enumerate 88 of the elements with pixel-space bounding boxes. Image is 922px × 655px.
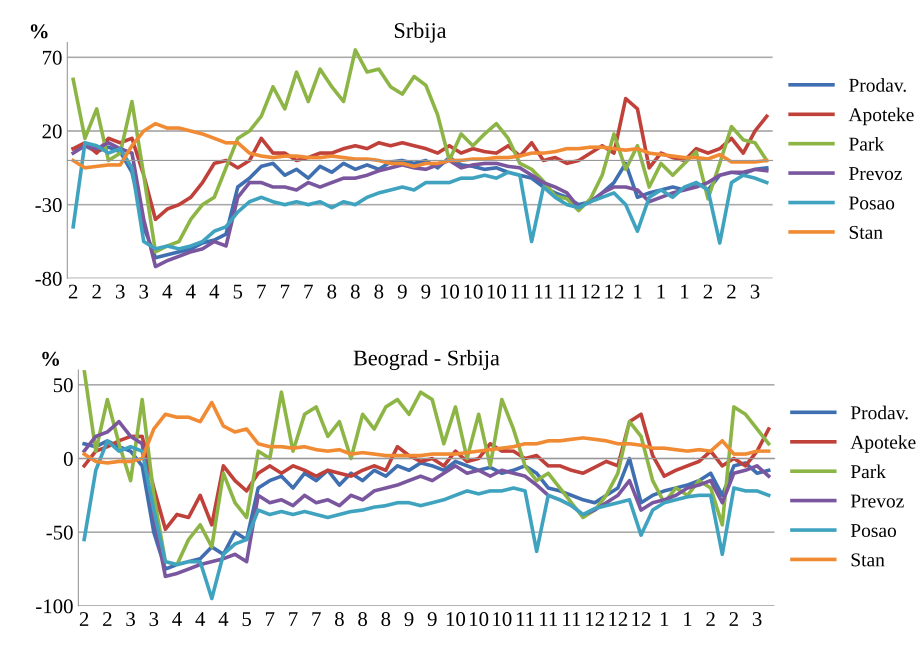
y-tick-label: -50 (46, 526, 73, 540)
x-tick-label: 11 (512, 284, 529, 298)
legend-label: Stan (850, 226, 883, 239)
x-tick-label: 2 (730, 612, 738, 626)
legend-label: Prodav. (850, 406, 908, 420)
legend-label: Apoteke (848, 108, 914, 126)
x-tick-label: 8 (334, 612, 344, 626)
x-tick-label: 4 (162, 284, 172, 298)
x-tick-label: 7 (304, 284, 313, 298)
y-tick-label: 0 (64, 452, 73, 466)
legend-label: Posao (850, 524, 896, 538)
x-tick-label: 8 (374, 284, 384, 299)
legend-label: Posao (849, 196, 894, 210)
y-axis-title: % (42, 352, 59, 366)
x-tick-label: 2 (706, 612, 715, 626)
x-tick-label: 3 (140, 284, 148, 299)
x-tick-label: 2 (80, 612, 88, 626)
x-tick-label: 3 (116, 284, 125, 299)
x-tick-label: 2 (68, 284, 78, 298)
x-tick-label: 3 (126, 612, 135, 626)
x-tick-label: 10 (464, 284, 482, 299)
line-series (71, 48, 769, 254)
y-tick-label: -30 (35, 198, 62, 212)
x-tick-label: 8 (327, 284, 336, 299)
x-tick-label: 5 (234, 284, 242, 299)
x-tick-label: 7 (312, 612, 321, 626)
x-tick-label: 2 (727, 284, 736, 298)
x-tick-label: 3 (750, 284, 760, 299)
x-tick-label: 4 (209, 284, 220, 298)
x-tick-label: 10 (488, 284, 506, 299)
x-tick-label: 12 (582, 284, 600, 298)
y-tick-label: 20 (42, 124, 62, 138)
x-tick-label: 1 (684, 612, 692, 626)
y-tick-label: -100 (36, 599, 73, 614)
legend-label: Park (849, 137, 884, 151)
line-series (71, 122, 769, 170)
x-tick-label: 5 (242, 612, 251, 626)
x-tick-label: 12 (632, 612, 650, 626)
x-tick-label: 8 (381, 612, 390, 626)
x-tick-label: 9 (421, 284, 430, 299)
x-tick-label: 7 (257, 284, 266, 298)
y-tick-label: 70 (42, 50, 62, 65)
chart-title: Srbija (394, 22, 446, 43)
chart-title: Beograd - Srbija (354, 350, 500, 370)
x-tick-label: 4 (195, 612, 206, 626)
y-tick-label: -80 (35, 272, 62, 286)
x-tick-label: 1 (681, 284, 688, 298)
line-series (82, 439, 770, 600)
x-tick-label: 1 (634, 284, 642, 298)
x-tick-label: 7 (266, 612, 274, 626)
x-tick-label: 11 (516, 612, 534, 626)
x-tick-label: 3 (150, 612, 158, 626)
legend-label: Prodav. (849, 78, 906, 92)
legend-label: Prevoz (849, 167, 902, 180)
x-tick-label: 11 (558, 284, 576, 298)
line-series (82, 400, 770, 465)
x-tick-label: 10 (446, 612, 466, 626)
x-tick-label: 7 (289, 612, 298, 626)
x-tick-label: 11 (563, 612, 580, 626)
x-tick-label: 10 (440, 284, 459, 299)
x-tick-label: 8 (358, 612, 368, 626)
legend-label: Stan (852, 553, 885, 566)
x-tick-label: 12 (586, 612, 604, 626)
x-tick-label: 12 (609, 612, 628, 626)
x-tick-label: 2 (704, 284, 712, 298)
x-tick-label: 9 (398, 284, 407, 299)
x-tick-label: 8 (350, 284, 360, 299)
x-tick-label: 10 (493, 612, 512, 626)
x-tick-label: 1 (660, 612, 668, 626)
x-tick-label: 7 (280, 284, 290, 298)
y-tick-label: 50 (54, 378, 73, 392)
x-tick-label: 9 (404, 612, 414, 626)
x-tick-label: 2 (92, 284, 101, 298)
x-tick-label: 11 (535, 284, 552, 298)
legend-label: Park (850, 464, 886, 478)
x-tick-label: 4 (186, 284, 196, 298)
x-tick-label: 4 (218, 612, 228, 626)
x-tick-label: 3 (752, 612, 762, 626)
x-tick-label: 9 (428, 612, 437, 626)
x-tick-label: 2 (103, 612, 112, 626)
x-tick-label: 11 (540, 612, 558, 626)
x-tick-label: 12 (605, 284, 624, 298)
legend-label: Prevoz (850, 494, 904, 508)
x-tick-label: 1 (658, 284, 665, 298)
x-tick-label: 4 (172, 612, 182, 626)
y-axis-title: % (30, 24, 48, 38)
x-tick-label: 10 (470, 612, 488, 626)
legend-label: Apoteke (850, 435, 916, 453)
